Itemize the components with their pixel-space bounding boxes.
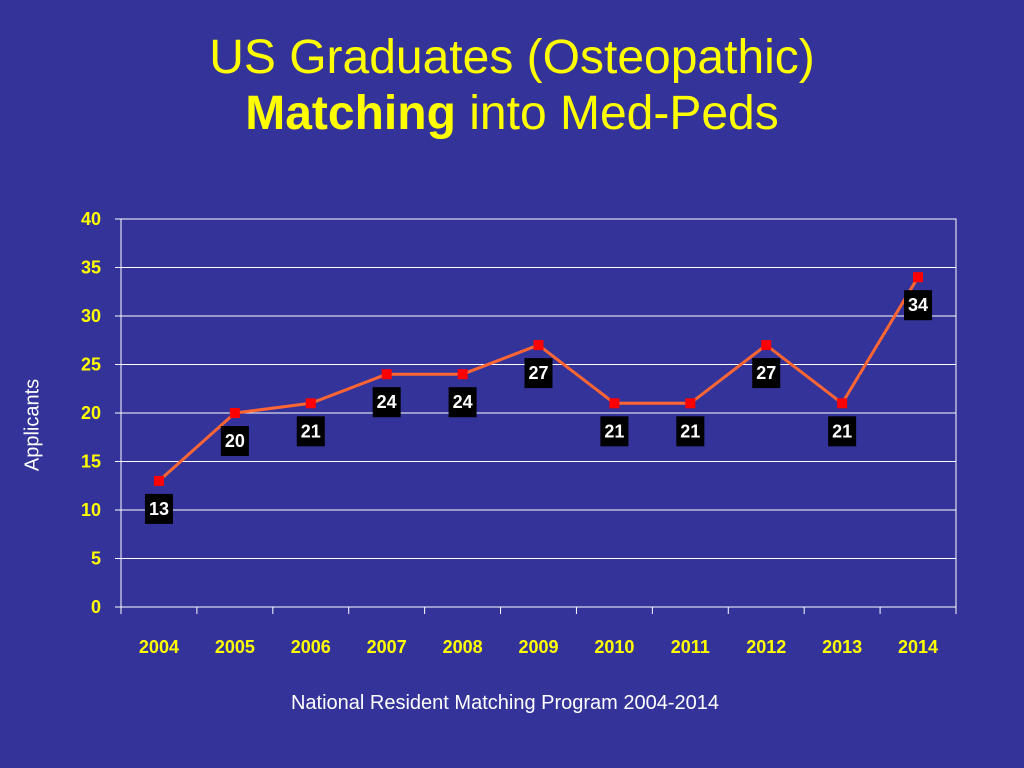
data-point [457,369,468,380]
x-tick-label: 2005 [215,637,255,657]
x-tick-label: 2004 [139,637,179,657]
data-point [153,475,164,486]
data-label: 34 [908,295,928,315]
y-tick-label: 20 [81,403,101,423]
data-point [305,398,316,409]
data-label-box [752,358,781,389]
y-tick-label: 25 [81,355,101,375]
x-tick-label: 2010 [594,637,634,657]
data-label: 21 [832,421,852,441]
x-tick-label: 2011 [671,637,710,657]
data-label-box [904,290,933,321]
y-axis-label: Applicants [21,378,44,472]
x-tick-label: 2014 [898,637,938,657]
data-label: 21 [604,421,624,441]
title-bold-word: Matching [245,87,456,140]
x-tick-label: 2012 [746,637,786,657]
data-point [229,408,240,418]
source-caption: National Resident Matching Program 2004-… [290,692,720,714]
data-label-box [372,387,401,418]
data-label: 24 [377,392,397,412]
slide-title: US Graduates (Osteopathic) Matching into… [0,30,1024,142]
data-label-box [600,416,629,447]
title-rest: into Med-Peds [455,87,779,140]
data-point [533,340,544,351]
x-tick-label: 2008 [443,637,483,657]
y-tick-label: 15 [81,452,101,472]
data-label-box [524,358,553,389]
data-point [609,398,620,409]
data-point [685,398,696,409]
data-label: 21 [301,421,321,441]
y-tick-label: 35 [81,258,101,278]
y-tick-label: 10 [81,500,101,520]
x-tick-label: 2009 [518,637,558,657]
data-point [381,369,392,380]
data-label-box [448,387,477,418]
title-line-1: US Graduates (Osteopathic) [209,31,815,84]
x-tick-label: 2013 [822,637,862,657]
data-label-box [144,493,173,524]
data-label: 21 [680,421,700,441]
data-label: 20 [225,431,245,451]
y-tick-label: 0 [91,597,101,617]
x-tick-label: 2006 [291,637,331,657]
y-tick-label: 5 [91,549,101,569]
data-label: 27 [756,363,776,383]
data-label-box [220,426,249,456]
data-point [837,398,848,409]
data-point [761,340,772,351]
data-label-box [828,416,857,447]
data-label-box [676,416,705,447]
y-tick-label: 40 [81,209,101,229]
data-point [913,272,924,283]
data-label: 27 [528,363,548,383]
x-tick-label: 2007 [367,637,407,657]
data-label: 13 [149,499,169,519]
y-tick-label: 30 [81,306,101,326]
title-line-2: Matching into Med-Peds [0,86,1024,142]
data-label: 24 [453,392,473,412]
data-label-box [296,416,325,447]
